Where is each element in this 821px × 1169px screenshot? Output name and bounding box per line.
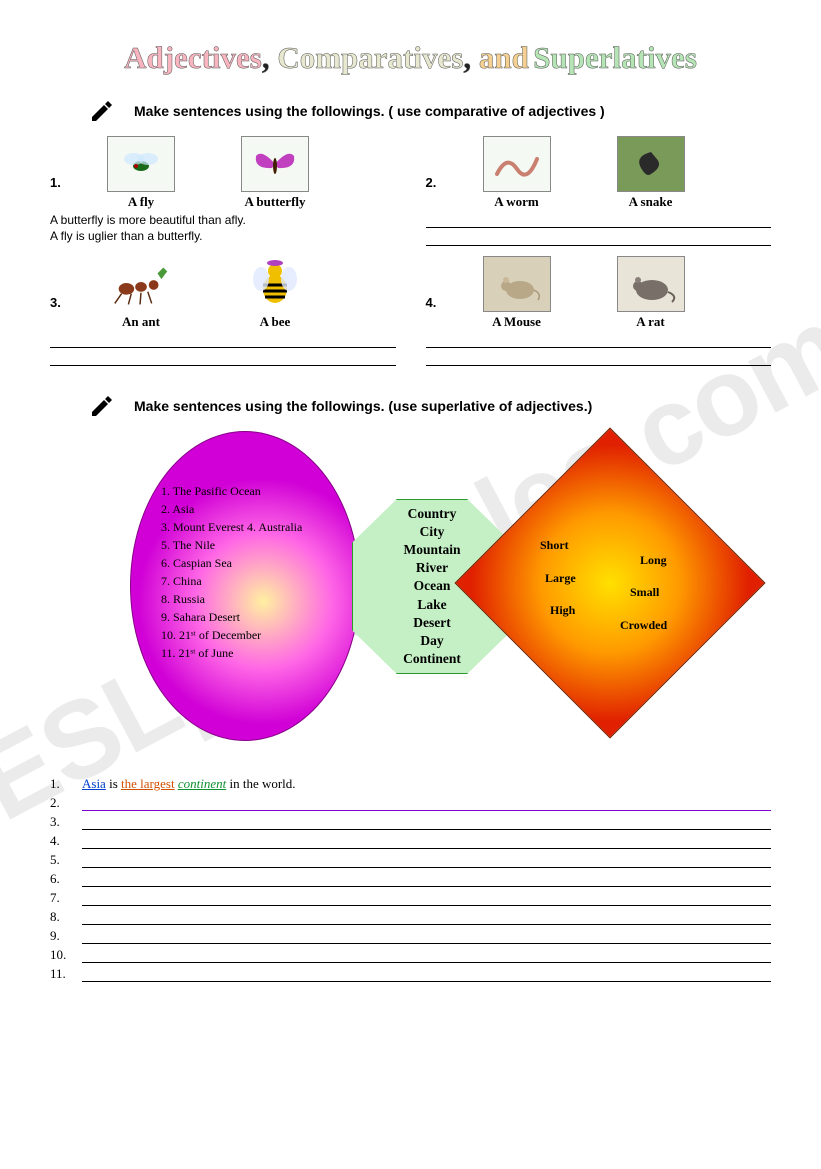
blank-line[interactable]: 4. <box>50 833 771 849</box>
animal-ant: An ant <box>76 256 206 330</box>
mouse-image <box>483 256 551 312</box>
category-item: Mountain <box>403 541 461 559</box>
animal-snake: A snake <box>586 136 716 210</box>
animal-caption: A snake <box>629 194 673 210</box>
animal-butterfly: A butterfly <box>210 136 340 210</box>
exercise2-lines: 1. Asia is the largest continent in the … <box>50 776 771 982</box>
blank-line[interactable]: 5. <box>50 852 771 868</box>
title-word-adjectives: Adjectives <box>124 40 262 75</box>
section1-header: Make sentences using the followings. ( u… <box>90 101 771 121</box>
answer-blanks[interactable] <box>426 334 772 366</box>
pair-3: 3. An ant A bee <box>50 256 396 366</box>
adj-small: Small <box>630 585 659 600</box>
pencil-icon <box>90 101 114 121</box>
sample-superlative: the largest <box>121 776 175 791</box>
list-item: 9. Sahara Desert <box>161 608 331 626</box>
snake-image <box>617 136 685 192</box>
bee-image <box>241 256 309 312</box>
section1-heading: Make sentences using the followings. ( u… <box>134 103 605 119</box>
list-item: 8. Russia <box>161 590 331 608</box>
animal-fly: A fly <box>76 136 206 210</box>
list-item: 1. The Pasific Ocean <box>161 482 331 500</box>
list-item: 7. China <box>161 572 331 590</box>
blank-line[interactable]: 8. <box>50 909 771 925</box>
pair-4: 4. A Mouse A rat <box>426 256 772 366</box>
blank-line[interactable]: 6. <box>50 871 771 887</box>
animal-caption: A bee <box>260 314 291 330</box>
butterfly-image <box>241 136 309 192</box>
list-item: 6. Caspian Sea <box>161 554 331 572</box>
sample-subject: Asia <box>82 776 106 791</box>
blank-line[interactable]: 11. <box>50 966 771 982</box>
sample-answer: A butterfly is more beautiful than afly.… <box>50 212 396 244</box>
animal-caption: A butterfly <box>244 194 305 210</box>
blank-line[interactable]: 7. <box>50 890 771 906</box>
animal-caption: A Mouse <box>492 314 541 330</box>
category-item: City <box>403 523 461 541</box>
pair-number: 3. <box>50 295 72 330</box>
adj-high: High <box>550 603 575 618</box>
answer-blanks[interactable] <box>50 334 396 366</box>
pair-number: 4. <box>426 295 448 330</box>
pair-1: 1. A fly A butterfly A butterfly is more… <box>50 136 396 246</box>
category-item: Lake <box>403 596 461 614</box>
blank-line[interactable]: 9. <box>50 928 771 944</box>
answer-blanks[interactable] <box>426 214 772 246</box>
category-item: Country <box>403 505 461 523</box>
exercise1-grid: 1. A fly A butterfly A butterfly is more… <box>50 136 771 366</box>
category-item: Desert <box>403 614 461 632</box>
section2-header: Make sentences using the followings. (us… <box>90 396 771 416</box>
ant-image <box>107 256 175 312</box>
blank-line[interactable]: 2. <box>50 795 771 811</box>
animal-mouse: A Mouse <box>452 256 582 330</box>
category-item: Ocean <box>403 577 461 595</box>
pair-number: 1. <box>50 175 72 210</box>
fly-image <box>107 136 175 192</box>
list-item: 3. Mount Everest 4. Australia <box>161 518 331 536</box>
category-item: Day <box>403 632 461 650</box>
ellipse-places-list: 1. The Pasific Ocean 2. Asia 3. Mount Ev… <box>130 431 360 741</box>
pencil-icon <box>90 396 114 416</box>
list-item: 11. 21ˢᵗ of June <box>161 644 331 662</box>
sample-sentence: 1. Asia is the largest continent in the … <box>50 776 771 792</box>
sample-noun: continent <box>178 776 226 791</box>
adj-large: Large <box>545 571 576 586</box>
title-word-superlatives: Superlatives <box>533 40 697 75</box>
pair-number: 2. <box>426 175 448 210</box>
title-word-and: and <box>479 40 529 75</box>
animal-rat: A rat <box>586 256 716 330</box>
adj-short: Short <box>540 538 569 553</box>
pair-2: 2. A worm A snake <box>426 136 772 246</box>
shapes-container: 1. The Pasific Ocean 2. Asia 3. Mount Ev… <box>80 431 771 771</box>
animal-caption: A worm <box>494 194 538 210</box>
section2-heading: Make sentences using the followings. (us… <box>134 398 592 414</box>
animal-worm: A worm <box>452 136 582 210</box>
title-word-comparatives: Comparatives <box>277 40 463 75</box>
category-item: Continent <box>403 650 461 668</box>
adj-crowded: Crowded <box>620 618 667 633</box>
category-item: River <box>403 559 461 577</box>
animal-caption: A rat <box>636 314 665 330</box>
animal-caption: A fly <box>128 194 154 210</box>
page-title: Adjectives, Comparatives, and Superlativ… <box>50 40 771 76</box>
animal-caption: An ant <box>122 314 160 330</box>
list-item: 5. The Nile <box>161 536 331 554</box>
animal-bee: A bee <box>210 256 340 330</box>
blank-line[interactable]: 3. <box>50 814 771 830</box>
adj-long: Long <box>640 553 667 568</box>
worm-image <box>483 136 551 192</box>
blank-line[interactable]: 10. <box>50 947 771 963</box>
list-item: 2. Asia <box>161 500 331 518</box>
list-item: 10. 21ˢᵗ of December <box>161 626 331 644</box>
diamond-adjectives: Short Long Large Small High Crowded <box>500 473 720 693</box>
rat-image <box>617 256 685 312</box>
